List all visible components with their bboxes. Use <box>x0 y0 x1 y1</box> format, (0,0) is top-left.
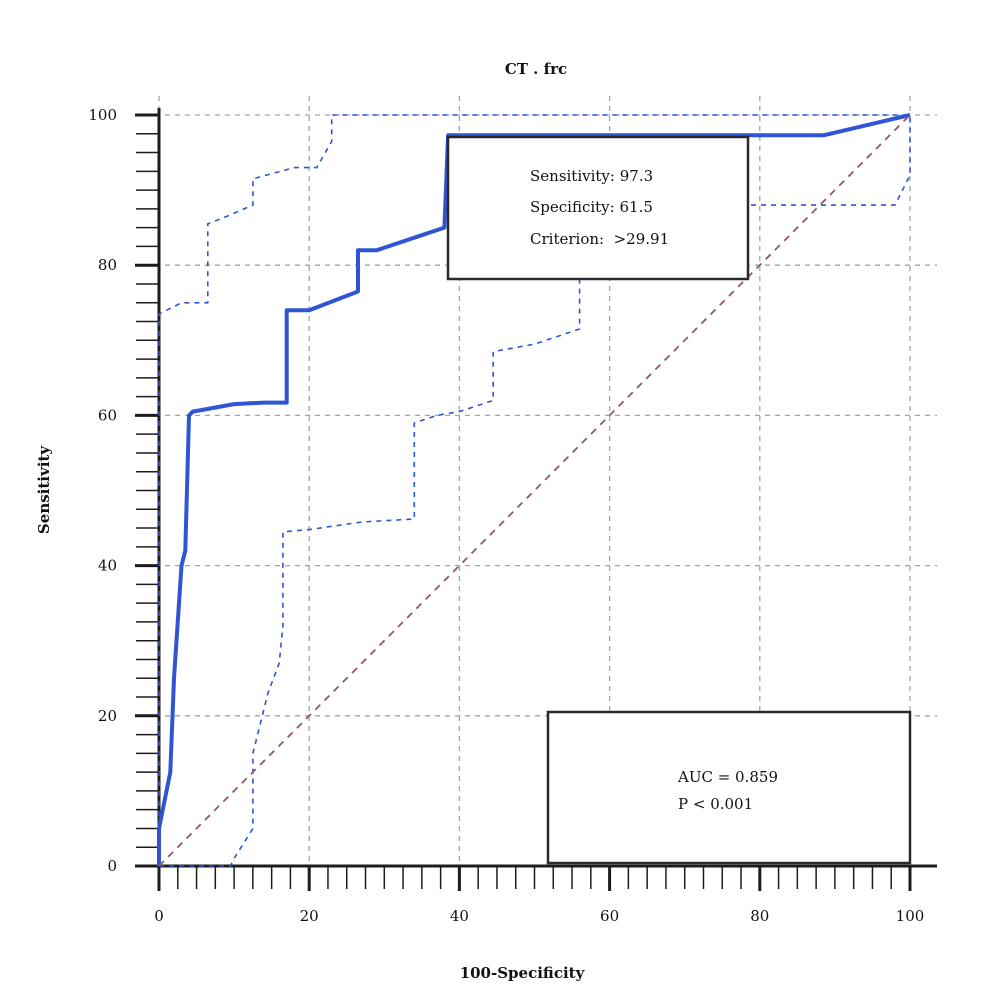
y-tick-label-60: 60 <box>98 406 117 424</box>
criterion-sensitivity-text: Sensitivity: 97.3 <box>530 167 653 185</box>
y-tick-label-20: 20 <box>98 707 117 725</box>
criterion-box-frame <box>446 135 750 281</box>
roc-line <box>157 113 911 866</box>
y-tick-label-0: 0 <box>107 857 117 875</box>
y-axis-label: Sensitivity <box>35 445 53 534</box>
plot-series <box>157 113 911 867</box>
ci-upper-line <box>158 114 910 866</box>
y-tick-label-80: 80 <box>98 256 117 274</box>
criterion-annotation-box: Sensitivity: 97.3 Specificity: 61.5 Crit… <box>446 135 750 281</box>
x-tick-label-40: 40 <box>450 907 469 925</box>
criterion-specificity-text: Specificity: 61.5 <box>530 198 653 216</box>
x-tick-label-0: 0 <box>154 907 164 925</box>
x-tick-label-60: 60 <box>600 907 619 925</box>
axes: 0 20 40 60 80 100 0 20 40 60 80 100 <box>88 106 937 925</box>
p-value-text: P < 0.001 <box>678 795 753 813</box>
ci-lower-line <box>159 115 911 867</box>
x-tick-label-100: 100 <box>896 907 925 925</box>
chart-title: CT . frc <box>505 60 567 78</box>
diagonal-line <box>158 114 911 867</box>
auc-value-text: AUC = 0.859 <box>677 768 778 786</box>
y-tick-label-100: 100 <box>88 106 117 124</box>
x-axis-label: 100-Specificity <box>460 964 586 982</box>
criterion-value-text: Criterion: >29.91 <box>530 230 669 248</box>
auc-annotation-box: AUC = 0.859 P < 0.001 <box>546 710 912 865</box>
x-tick-label-80: 80 <box>750 907 769 925</box>
y-tick-label-40: 40 <box>98 557 117 575</box>
x-tick-label-20: 20 <box>300 907 319 925</box>
auc-box-frame <box>546 710 912 865</box>
